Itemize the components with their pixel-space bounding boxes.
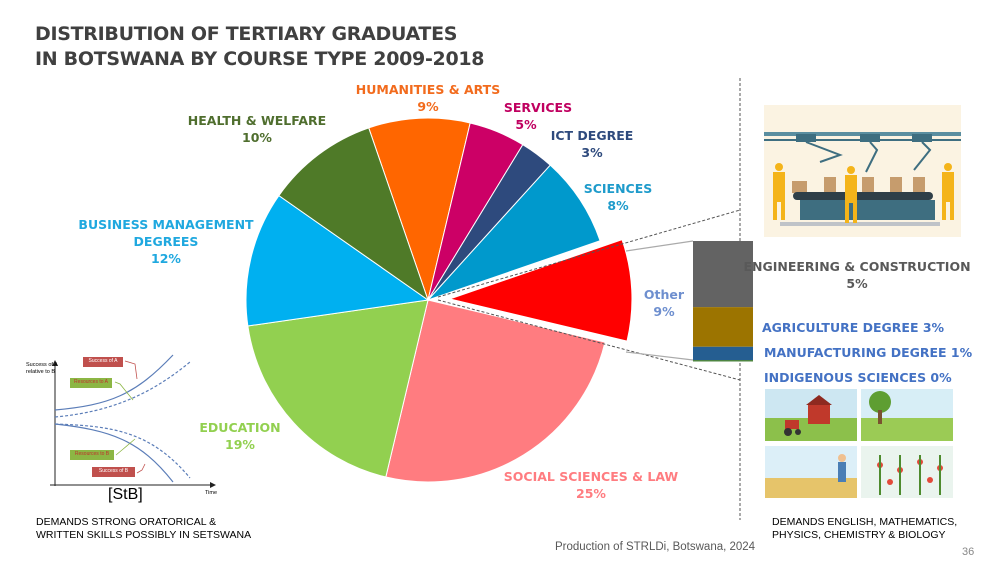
stb-caption: [StB] [108, 486, 143, 503]
stb-y-label-2: relative to B [26, 369, 56, 375]
label-value: 9% [653, 304, 675, 319]
label-value: 8% [607, 198, 629, 213]
stb-resources-b: Resources to B [74, 451, 110, 457]
page-number: 36 [962, 546, 975, 558]
pie-slice-social-sciences-law [385, 299, 606, 483]
label-text: BUSINESS MANAGEMENT [78, 217, 254, 232]
bar-segment-manufacturing-degree [693, 346, 753, 360]
label-services: SERVICES 5% [504, 99, 572, 133]
label-value: 5% [515, 117, 537, 132]
connector-top [437, 209, 741, 298]
footer-credit: Production of STRLDi, Botswana, 2024 [555, 541, 756, 553]
label-sciences: SCIENCES 8% [584, 180, 653, 214]
left-caption: DEMANDS STRONG ORATORICAL & WRITTEN SKIL… [36, 516, 251, 542]
pie-slice-sciences [427, 164, 601, 301]
bar-segment-indigenous-sciences [693, 360, 753, 362]
pie-slice-business-management-degrees [245, 194, 430, 327]
page-title: DISTRIBUTION OF TERTIARY GRADUATES IN BO… [35, 22, 485, 72]
bar-link-top [625, 240, 694, 252]
stb-success-b: Success of B [98, 468, 129, 474]
label-manufacturing: MANUFACTURING DEGREE 1% [764, 345, 973, 360]
pie-slice-other [448, 239, 633, 342]
pie-slice-health-welfare [278, 127, 429, 302]
stb-y-axis-label: Success of A relative to B [26, 362, 58, 376]
label-ict: ICT DEGREE 3% [551, 127, 634, 161]
title-line-2: IN BOTSWANA BY COURSE TYPE 2009-2018 [35, 48, 485, 70]
bar-link-bottom [625, 351, 694, 361]
agriculture-illustrations [765, 389, 953, 498]
right-caption-line-1: DEMANDS ENGLISH, MATHEMATICS, [772, 516, 958, 528]
label-business: BUSINESS MANAGEMENT DEGREES 12% [78, 216, 253, 267]
label-value: 3% [581, 145, 603, 160]
pie-slice-education [247, 299, 429, 478]
label-text: SERVICES [503, 100, 573, 115]
label-value: 12% [151, 251, 181, 266]
bar-segment-agriculture-degree [693, 307, 753, 347]
label-value: 9% [417, 99, 439, 114]
label-value: 5% [846, 276, 868, 291]
right-caption-line-2: PHYSICS, CHEMISTRY & BIOLOGY [772, 529, 946, 541]
stb-diagram [50, 354, 216, 488]
label-engineering: ENGINEERING & CONSTRUCTION 5% [743, 258, 970, 292]
label-health: HEALTH & WELFARE 10% [188, 112, 326, 146]
connector-bottom [437, 299, 741, 381]
label-text: SCIENCES [583, 181, 653, 196]
stb-x-axis-label: Time [205, 490, 218, 496]
label-text: HUMANITIES & ARTS [355, 82, 501, 97]
label-social: SOCIAL SCIENCES & LAW 25% [504, 468, 678, 502]
label-text-2: DEGREES [133, 234, 199, 249]
label-text: ICT DEGREE [550, 128, 634, 143]
label-text: ENGINEERING & CONSTRUCTION [743, 259, 971, 274]
left-caption-line-2: WRITTEN SKILLS POSSIBLY IN SETSWANA [36, 529, 252, 541]
label-text: SOCIAL SCIENCES & LAW [503, 469, 679, 484]
stb-success-a: Success of A [88, 358, 118, 364]
label-other: Other 9% [644, 286, 684, 320]
label-value: 10% [242, 130, 272, 145]
label-text: HEALTH & WELFARE [187, 113, 327, 128]
label-text: EDUCATION [199, 420, 281, 435]
label-humanities: HUMANITIES & ARTS 9% [356, 81, 500, 115]
pie-slice-humanities-arts [368, 117, 471, 302]
left-caption-line-1: DEMANDS STRONG ORATORICAL & [36, 516, 217, 528]
right-caption: DEMANDS ENGLISH, MATHEMATICS, PHYSICS, C… [772, 516, 957, 542]
label-education: EDUCATION 19% [199, 419, 280, 453]
label-indigenous: INDIGENOUS SCIENCES 0% [764, 370, 952, 385]
factory-illustration [764, 105, 961, 237]
stb-y-label-1: Success of A [26, 362, 58, 368]
stb-resources-a: Resources to A [74, 379, 108, 385]
title-line-1: DISTRIBUTION OF TERTIARY GRADUATES [35, 23, 458, 45]
label-text: Other [643, 287, 685, 302]
label-value: 25% [576, 486, 606, 501]
label-value: 19% [225, 437, 255, 452]
bar-segment-engineering-construction [693, 241, 753, 308]
label-agriculture: AGRICULTURE DEGREE 3% [762, 320, 945, 335]
